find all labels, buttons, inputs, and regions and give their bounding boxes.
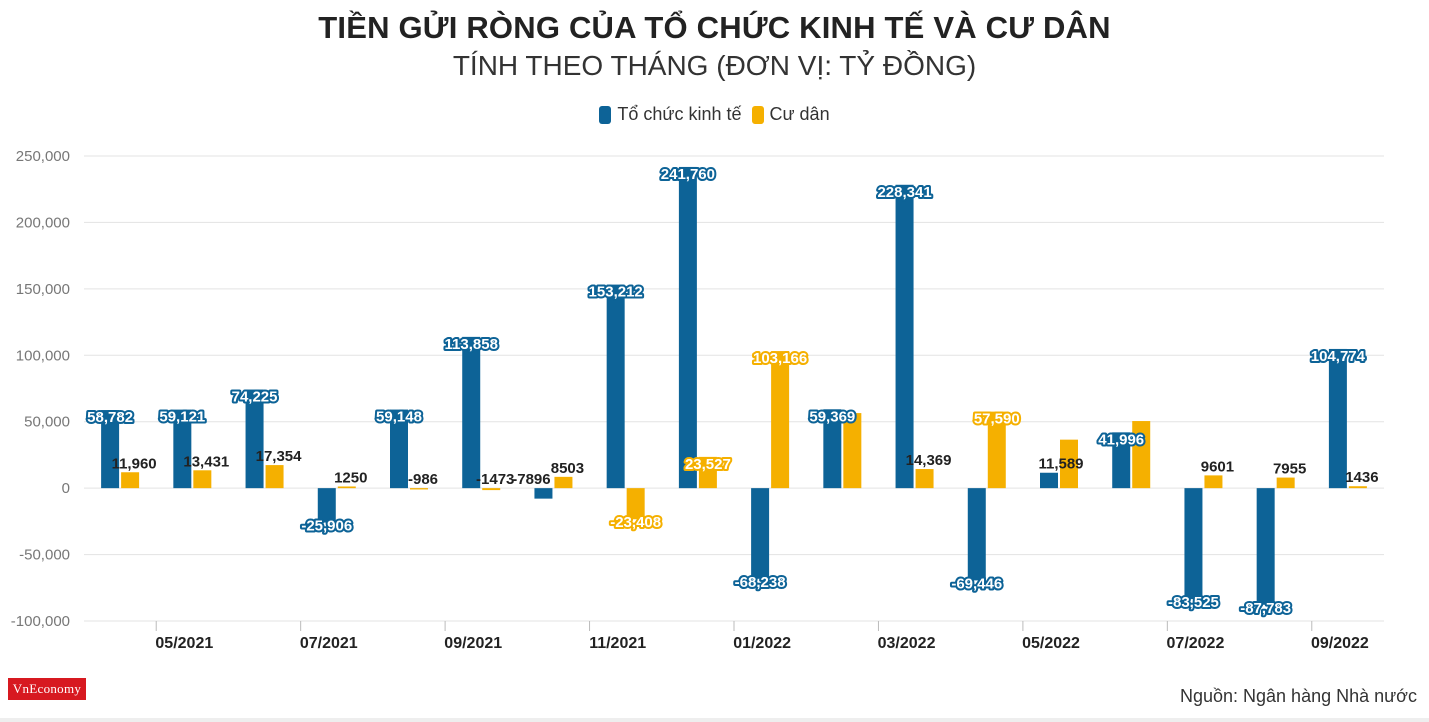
bar-res [698, 456, 717, 489]
bar-org [101, 410, 120, 489]
data-label-org: 41,996 [1098, 431, 1144, 448]
data-label-org: 11,589 [1038, 456, 1083, 473]
data-label-org: 59,121 [159, 409, 205, 426]
bar-org [317, 488, 336, 523]
bar-res [987, 411, 1006, 489]
bar-res [843, 413, 862, 489]
bar-res [482, 488, 501, 491]
bar-org [390, 409, 408, 489]
bar-org [1328, 348, 1347, 489]
y-tick-label: 50,000 [24, 414, 70, 431]
bar-res [121, 472, 140, 489]
data-label-org: 153,212 [589, 284, 643, 301]
bar-res [771, 351, 790, 489]
x-tick-label: 09/2021 [444, 635, 502, 652]
data-label-org: 59,148 [376, 409, 422, 426]
bar-res [1276, 477, 1295, 489]
bar-org [534, 488, 553, 499]
bar-org [1112, 432, 1131, 489]
bar-org [462, 336, 481, 489]
data-label-res: -1473 [476, 471, 514, 488]
legend-swatch-org [599, 105, 612, 124]
x-tick-label: 01/2022 [733, 635, 791, 652]
x-tick-label: 03/2022 [878, 635, 936, 652]
bar-org [606, 284, 625, 489]
data-label-res: 8503 [551, 460, 584, 477]
data-label-org: -7896 [512, 471, 550, 488]
data-label-res: 103,166 [753, 350, 807, 367]
bar-org [823, 409, 842, 489]
bar-res [1060, 439, 1078, 489]
bar-org [1256, 488, 1275, 605]
y-tick-label: -50,000 [19, 547, 70, 564]
bar-res [1132, 421, 1151, 489]
data-label-org: -87,783 [1240, 600, 1291, 617]
x-tick-label: 05/2021 [155, 635, 213, 652]
x-tick-label: 07/2022 [1167, 635, 1225, 652]
bar-res [915, 469, 934, 489]
source-note: Nguồn: Ngân hàng Nhà nước [1179, 686, 1417, 706]
x-tick-label: 05/2022 [1022, 635, 1080, 652]
legend: Tổ chức kinh tế Cư dân [0, 104, 1429, 125]
bar-res [193, 470, 212, 489]
data-label-org: -83,525 [1168, 594, 1219, 611]
data-label-org: -68,238 [735, 574, 786, 591]
bar-org [173, 409, 192, 489]
bar-org [895, 184, 914, 489]
data-label-org: -69,446 [951, 575, 1002, 592]
y-tick-label: 0 [62, 480, 70, 497]
data-label-org: 59,369 [809, 408, 855, 425]
data-label-org: 113,858 [445, 336, 498, 353]
data-label-org: 241,760 [661, 166, 715, 183]
bar-res [554, 476, 573, 489]
data-label-res: -23,408 [610, 514, 661, 531]
bar-org [967, 488, 986, 581]
legend-item-org[interactable]: Tổ chức kinh tế [599, 104, 742, 125]
data-label-res: 7955 [1273, 461, 1306, 478]
data-label-org: 104,774 [1311, 348, 1366, 365]
x-tick-label: 07/2021 [300, 635, 358, 652]
data-label-res: -986 [408, 471, 438, 488]
y-tick-label: 200,000 [16, 214, 70, 231]
y-tick-label: 150,000 [16, 281, 70, 298]
data-label-res: 1250 [334, 469, 367, 486]
x-tick-label: 09/2022 [1311, 635, 1369, 652]
y-tick-label: 100,000 [16, 347, 70, 364]
data-label-res: 11,960 [112, 455, 157, 472]
y-tick-label: -100,000 [11, 613, 70, 630]
data-label-org: 228,341 [877, 184, 931, 201]
data-label-org: -25,906 [301, 518, 352, 535]
data-label-org: 74,225 [232, 389, 278, 406]
data-label-res: 23,527 [685, 456, 731, 473]
x-tick-label: 11/2021 [589, 635, 646, 652]
data-label-res: 1436 [1345, 469, 1378, 486]
data-label-res: 13,431 [183, 453, 229, 470]
data-label-res: 14,369 [906, 452, 952, 469]
vneconomy-logo: VnEconomy [8, 678, 86, 700]
bar-res [265, 465, 284, 489]
legend-item-res[interactable]: Cư dân [751, 104, 830, 125]
legend-label-org: Tổ chức kinh tế [617, 104, 742, 124]
bar-res [1348, 486, 1367, 489]
bottom-band [0, 718, 1429, 722]
data-label-res: 57,590 [974, 411, 1020, 428]
data-label-org: 58,782 [87, 409, 133, 426]
bar-org [1184, 488, 1203, 600]
legend-label-res: Cư dân [769, 104, 830, 124]
bar-org [678, 166, 697, 489]
bar-org [751, 488, 770, 579]
y-tick-label: 250,000 [16, 148, 70, 165]
bar-res [337, 486, 356, 489]
bar-res [410, 488, 428, 490]
chart-subtitle: TÍNH THEO THÁNG (ĐƠN VỊ: TỶ ĐỒNG) [452, 50, 977, 81]
bar-res [1204, 475, 1223, 489]
legend-swatch-res [751, 105, 764, 124]
chart-title: TIỀN GỬI RÒNG CỦA TỔ CHỨC KINH TẾ VÀ CƯ … [318, 10, 1111, 45]
bar-org [1040, 472, 1058, 489]
data-label-res: 17,354 [256, 448, 303, 465]
data-label-res: 9601 [1201, 458, 1234, 475]
bar-res [626, 488, 645, 520]
bar-org [245, 389, 264, 489]
